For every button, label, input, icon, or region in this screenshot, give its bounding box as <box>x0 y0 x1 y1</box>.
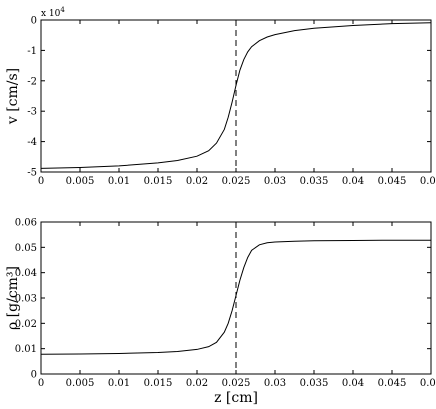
velocity-y-tick-label: -3 <box>27 107 37 118</box>
velocity-x-tick-label: 0.01 <box>108 176 130 187</box>
density-panel: 0 0.005 0.01 0.015 0.02 0.025 0.03 0.035 0.04 0.0… <box>5 218 436 407</box>
density-y-tick-label: 0.04 <box>15 268 37 279</box>
velocity-x-tick-label: 0 <box>38 176 44 187</box>
density-y-tick-label: 0.03 <box>15 294 37 305</box>
velocity-exponent-label: x 104 <box>41 6 65 19</box>
velocity-y-tick-label: -5 <box>27 168 37 179</box>
density-x-tick-label: 0 <box>38 378 44 389</box>
velocity-x-tick-label: 0.02 <box>186 176 208 187</box>
velocity-x-tick-label: 0.05 <box>420 176 436 187</box>
density-curve <box>40 239 431 355</box>
density-x-axis-label: z [cm] <box>214 390 258 406</box>
velocity-y-tick-label: -2 <box>27 76 37 87</box>
density-y-tick-label: 0 <box>31 370 37 381</box>
velocity-x-tick-label: 0.04 <box>342 176 364 187</box>
velocity-y-tick-label: 0 <box>31 16 37 27</box>
velocity-x-tick-label: 0.025 <box>222 176 251 187</box>
density-x-tick-label: 0.01 <box>108 378 130 389</box>
velocity-x-tick-label: 0.005 <box>66 176 95 187</box>
velocity-curve <box>40 22 432 169</box>
velocity-exponent-base: x 10 <box>41 9 61 19</box>
density-y-axis-label: ρ [g/cm³] <box>5 266 21 330</box>
density-x-tick-label: 0.025 <box>222 378 251 389</box>
velocity-panel: 0 0.005 0.01 0.015 0.02 0.025 0.03 0.035 0.04 0.0… <box>5 6 436 187</box>
density-x-tick-label: 0.015 <box>144 378 173 389</box>
density-y-tick-label: 0.05 <box>15 243 37 254</box>
density-x-tick-label: 0.04 <box>342 378 364 389</box>
density-x-tick-label: 0.02 <box>186 378 208 389</box>
velocity-x-tick-label: 0.045 <box>378 176 407 187</box>
velocity-tick-labels: 0 0.005 0.01 0.015 0.02 0.025 0.03 0.035 0.04 0.0… <box>27 16 436 188</box>
density-x-tick-label: 0.035 <box>300 378 329 389</box>
velocity-x-tick-label: 0.035 <box>300 176 329 187</box>
density-x-tick-label: 0.03 <box>264 378 286 389</box>
velocity-y-tick-label: -4 <box>27 137 37 148</box>
density-x-tick-label: 0.005 <box>66 378 95 389</box>
density-tick-labels: 0 0.005 0.01 0.015 0.02 0.025 0.03 0.035 0.04 0.0… <box>15 218 436 390</box>
density-y-tick-label: 0.01 <box>15 344 37 355</box>
density-y-tick-label: 0.06 <box>15 218 37 229</box>
density-y-tick-label: 0.02 <box>15 319 37 330</box>
velocity-y-axis-label: v [cm/s] <box>5 68 21 125</box>
velocity-exponent-power: 4 <box>60 6 65 14</box>
density-x-tick-label: 0.045 <box>378 378 407 389</box>
velocity-y-tick-label: -1 <box>27 46 37 57</box>
velocity-x-tick-label: 0.015 <box>144 176 173 187</box>
velocity-x-tick-label: 0.03 <box>264 176 286 187</box>
density-ticks <box>40 221 432 375</box>
density-x-tick-label: 0.05 <box>420 378 436 389</box>
